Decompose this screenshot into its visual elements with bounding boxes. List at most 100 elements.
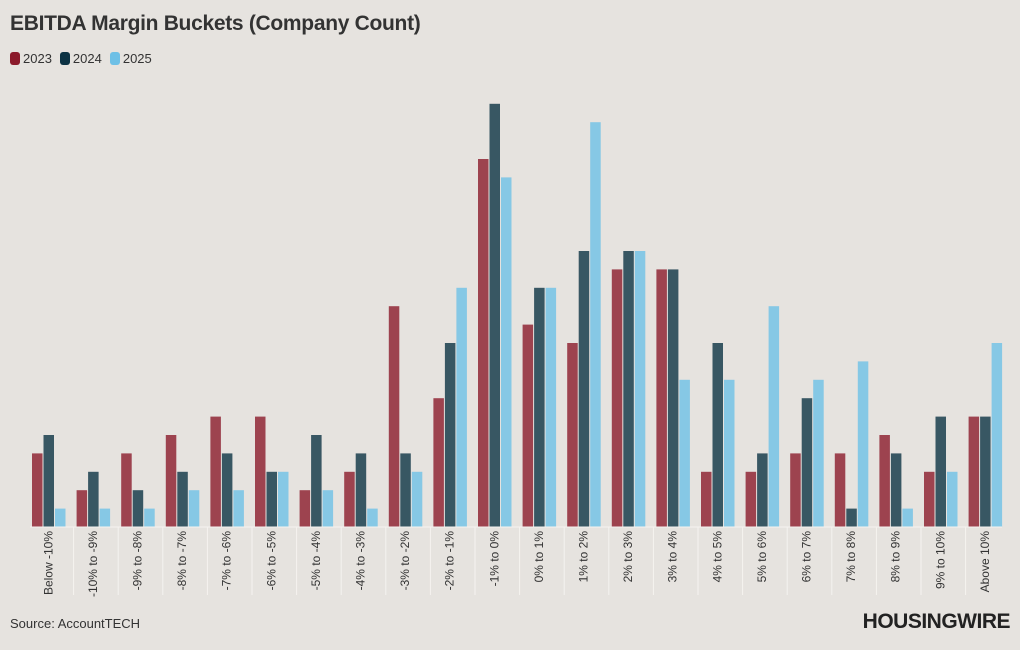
bar-2023-9 <box>433 398 444 527</box>
bar-2024-4 <box>221 453 233 527</box>
bar-2024-7 <box>355 453 367 527</box>
x-tick-label: -2% to -1% <box>443 531 457 591</box>
bar-2024-6 <box>311 435 322 527</box>
x-tick-label: 9% to 10% <box>933 531 947 589</box>
bar-2024-13 <box>623 251 634 527</box>
bar-2023-10 <box>478 159 489 527</box>
x-tick-label: 4% to 5% <box>710 531 724 583</box>
x-tick-label: 6% to 7% <box>799 531 813 583</box>
x-tick-label: Below -10% <box>41 531 55 595</box>
bar-2025-14 <box>679 379 690 527</box>
bar-2025-6 <box>322 490 334 527</box>
bar-2023-4 <box>210 416 221 527</box>
x-tick-label: 2% to 3% <box>621 531 635 583</box>
x-tick-label: 1% to 2% <box>576 531 590 583</box>
bar-2025-10 <box>501 177 512 527</box>
legend-label: 2024 <box>72 51 102 66</box>
legend-swatch <box>10 52 20 65</box>
bar-2024-3 <box>177 471 188 527</box>
bar-2023-18 <box>834 453 846 527</box>
bar-2025-17 <box>813 379 824 527</box>
x-tick-label: -10% to -9% <box>86 531 100 597</box>
bar-2024-9 <box>444 343 456 527</box>
bar-2023-0 <box>32 453 43 527</box>
bar-2024-5 <box>266 471 277 527</box>
x-tick-label: -4% to -3% <box>353 531 367 591</box>
bar-2023-11 <box>522 324 534 527</box>
bar-2024-17 <box>801 398 813 527</box>
bar-2024-8 <box>400 453 411 527</box>
bar-2023-17 <box>790 453 801 527</box>
bar-2024-18 <box>846 508 857 527</box>
legend-swatch <box>109 52 120 65</box>
bar-2023-12 <box>567 343 578 527</box>
bar-2025-20 <box>947 471 958 527</box>
bar-2023-19 <box>879 435 890 527</box>
bar-2025-5 <box>278 471 289 527</box>
bar-2024-19 <box>890 453 902 527</box>
bar-2024-21 <box>980 416 991 527</box>
legend-item-2023: 2023 <box>10 51 52 66</box>
bar-2025-18 <box>857 361 869 527</box>
legend-item-2025: 2025 <box>109 51 152 66</box>
bar-2023-5 <box>255 416 266 527</box>
x-tick-label: -3% to -2% <box>398 531 412 591</box>
bar-2023-8 <box>388 306 400 527</box>
bar-2023-21 <box>968 416 980 527</box>
x-tick-label: 3% to 4% <box>666 531 680 583</box>
x-tick-label: 0% to 1% <box>532 531 546 583</box>
bar-2025-1 <box>99 508 111 527</box>
bar-2025-3 <box>188 490 200 527</box>
bar-2024-12 <box>578 251 590 527</box>
x-tick-label: -1% to 0% <box>487 531 501 587</box>
x-tick-label: -8% to -7% <box>175 531 189 591</box>
bar-2023-14 <box>656 269 667 527</box>
bar-2024-1 <box>88 471 99 527</box>
bar-2025-4 <box>233 490 244 527</box>
bar-2023-1 <box>76 490 88 527</box>
bar-2024-0 <box>43 435 54 527</box>
bar-2024-16 <box>757 453 768 527</box>
source-note: Source: AccountTECH <box>10 616 141 631</box>
bar-2023-13 <box>611 269 623 527</box>
bar-2024-10 <box>489 103 500 528</box>
x-tick-label: Above 10% <box>978 531 992 593</box>
bar-2023-7 <box>344 471 355 527</box>
bar-2023-3 <box>165 435 177 527</box>
bar-2025-19 <box>902 508 913 527</box>
bar-2024-2 <box>132 490 144 527</box>
legend-item-2024: 2024 <box>59 51 102 66</box>
bar-2025-12 <box>590 122 601 527</box>
chart-title: EBITDA Margin Buckets (Company Count) <box>10 12 421 35</box>
x-tick-label: -6% to -5% <box>264 531 278 591</box>
bar-2025-7 <box>367 508 378 527</box>
legend-swatch <box>59 52 70 65</box>
bar-2023-16 <box>745 471 757 527</box>
legend-label: 2023 <box>23 51 52 66</box>
housingwire-logo: HOUSINGWIRE <box>862 610 1011 633</box>
bar-2025-2 <box>144 508 155 527</box>
x-tick-label: -7% to -6% <box>220 531 234 591</box>
bar-2025-15 <box>724 379 735 527</box>
x-tick-label: 8% to 9% <box>889 531 903 583</box>
bar-2024-15 <box>712 343 723 527</box>
bar-2024-14 <box>667 269 679 527</box>
bar-2025-8 <box>411 471 423 527</box>
x-tick-label: -9% to -8% <box>130 531 144 591</box>
bar-2023-20 <box>924 471 935 527</box>
bar-2023-2 <box>121 453 132 527</box>
bar-2025-0 <box>55 508 66 527</box>
bar-2023-15 <box>701 471 712 527</box>
legend: 2023 2024 2025 <box>10 51 152 66</box>
bar-2025-21 <box>991 343 1003 527</box>
bar-2025-13 <box>634 251 646 527</box>
x-tick-label: 5% to 6% <box>755 531 769 583</box>
bar-2024-20 <box>935 416 946 527</box>
bar-2025-16 <box>768 306 780 527</box>
legend-label: 2025 <box>122 51 152 66</box>
bar-2024-11 <box>534 287 545 527</box>
x-tick-label: 7% to 8% <box>844 531 858 583</box>
bar-2023-6 <box>299 490 311 527</box>
x-tick-label: -5% to -4% <box>309 531 323 591</box>
